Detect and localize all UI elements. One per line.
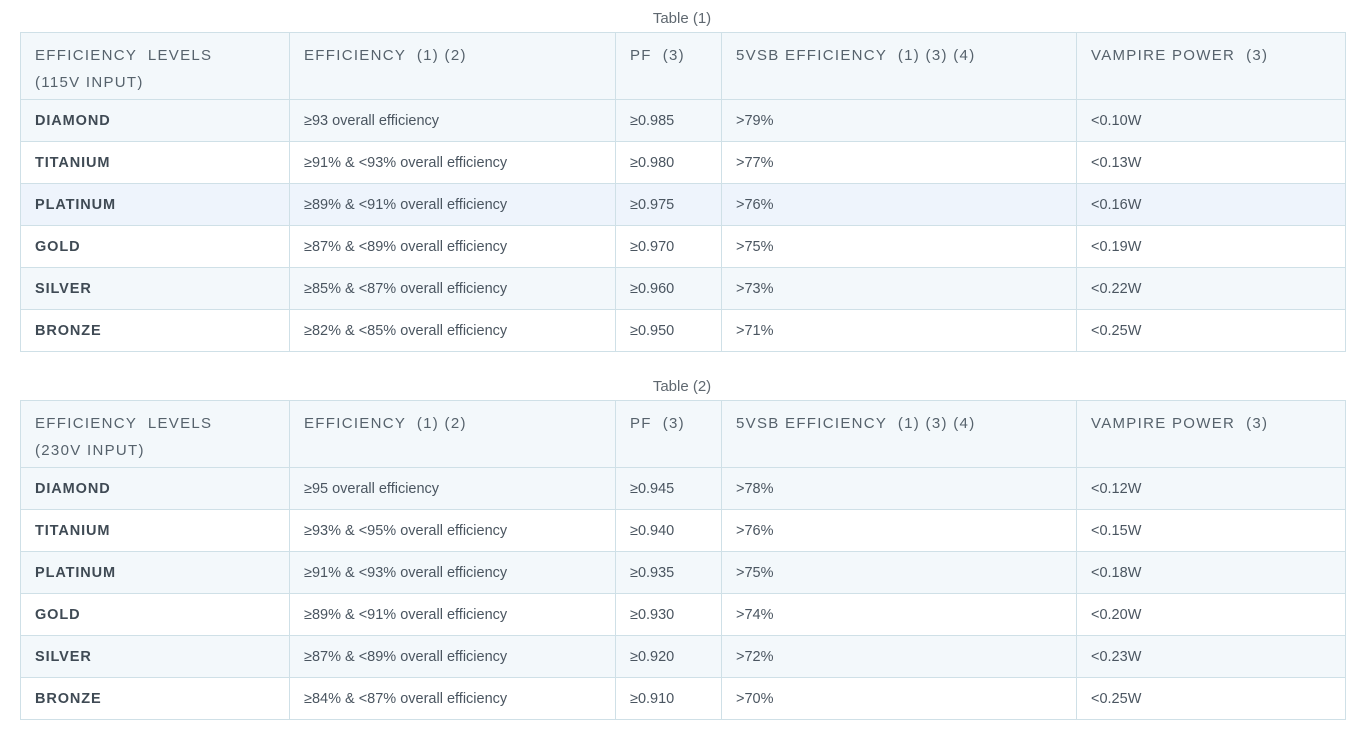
- efficiency-table-230v: EFFICIENCY LEVELS (230V INPUT) EFFICIENCY…: [20, 400, 1346, 720]
- header-efficiency: EFFICIENCY (1) (2): [289, 400, 616, 468]
- header-pf: PF (3): [615, 400, 722, 468]
- cell-vampire: <0.20W: [1076, 593, 1346, 636]
- cell-pf: ≥0.930: [615, 593, 722, 636]
- cell-5vsb: >76%: [721, 509, 1077, 552]
- header-efficiency-levels: EFFICIENCY LEVELS (230V INPUT): [20, 400, 290, 468]
- cell-level: GOLD: [20, 593, 290, 636]
- cell-level: GOLD: [20, 225, 290, 268]
- table-row: DIAMOND ≥95 overall efficiency ≥0.945 >7…: [20, 467, 1346, 510]
- header-vampire-power: VAMPIRE POWER (3): [1076, 400, 1346, 468]
- cell-vampire: <0.25W: [1076, 309, 1346, 352]
- table-row-hovered: PLATINUM ≥89% & <91% overall efficiency …: [20, 183, 1346, 226]
- header-efficiency: EFFICIENCY (1) (2): [289, 32, 616, 100]
- cell-5vsb: >72%: [721, 635, 1077, 678]
- cell-vampire: <0.23W: [1076, 635, 1346, 678]
- cell-vampire: <0.18W: [1076, 551, 1346, 594]
- cell-pf: ≥0.960: [615, 267, 722, 310]
- table-row: TITANIUM ≥93% & <95% overall efficiency …: [20, 509, 1346, 552]
- table-1-caption: Table (1): [652, 10, 712, 27]
- cell-level: TITANIUM: [20, 141, 290, 184]
- cell-efficiency: ≥85% & <87% overall efficiency: [289, 267, 616, 310]
- cell-level: BRONZE: [20, 677, 290, 720]
- cell-vampire: <0.25W: [1076, 677, 1346, 720]
- table-row: GOLD ≥89% & <91% overall efficiency ≥0.9…: [20, 593, 1346, 636]
- table-row: DIAMOND ≥93 overall efficiency ≥0.985 >7…: [20, 99, 1346, 142]
- cell-vampire: <0.12W: [1076, 467, 1346, 510]
- table-row: SILVER ≥85% & <87% overall efficiency ≥0…: [20, 267, 1346, 310]
- cell-5vsb: >74%: [721, 593, 1077, 636]
- cell-efficiency: ≥95 overall efficiency: [289, 467, 616, 510]
- header-pf: PF (3): [615, 32, 722, 100]
- cell-pf: ≥0.945: [615, 467, 722, 510]
- cell-5vsb: >71%: [721, 309, 1077, 352]
- cell-efficiency: ≥84% & <87% overall efficiency: [289, 677, 616, 720]
- cell-pf: ≥0.970: [615, 225, 722, 268]
- table-header-row: EFFICIENCY LEVELS (115V INPUT) EFFICIENCY…: [20, 32, 1346, 100]
- cell-5vsb: >75%: [721, 551, 1077, 594]
- cell-pf: ≥0.910: [615, 677, 722, 720]
- cell-vampire: <0.15W: [1076, 509, 1346, 552]
- table-row: PLATINUM ≥91% & <93% overall efficiency …: [20, 551, 1346, 594]
- cell-level: BRONZE: [20, 309, 290, 352]
- table-row: SILVER ≥87% & <89% overall efficiency ≥0…: [20, 635, 1346, 678]
- cell-efficiency: ≥91% & <93% overall efficiency: [289, 141, 616, 184]
- cell-efficiency: ≥93% & <95% overall efficiency: [289, 509, 616, 552]
- cell-pf: ≥0.940: [615, 509, 722, 552]
- cell-level: TITANIUM: [20, 509, 290, 552]
- cell-5vsb: >73%: [721, 267, 1077, 310]
- cell-level: DIAMOND: [20, 467, 290, 510]
- cell-vampire: <0.10W: [1076, 99, 1346, 142]
- cell-level: PLATINUM: [20, 551, 290, 594]
- cell-5vsb: >79%: [721, 99, 1077, 142]
- cell-5vsb: >76%: [721, 183, 1077, 226]
- cell-efficiency: ≥87% & <89% overall efficiency: [289, 225, 616, 268]
- cell-efficiency: ≥89% & <91% overall efficiency: [289, 183, 616, 226]
- cell-vampire: <0.22W: [1076, 267, 1346, 310]
- cell-level: SILVER: [20, 635, 290, 678]
- table-header-row: EFFICIENCY LEVELS (230V INPUT) EFFICIENCY…: [20, 400, 1346, 468]
- cell-pf: ≥0.975: [615, 183, 722, 226]
- cell-level: PLATINUM: [20, 183, 290, 226]
- cell-level: SILVER: [20, 267, 290, 310]
- header-efficiency-levels: EFFICIENCY LEVELS (115V INPUT): [20, 32, 290, 100]
- cell-efficiency: ≥87% & <89% overall efficiency: [289, 635, 616, 678]
- page: Table (1) EFFICIENCY LEVELS (115V INPUT) …: [0, 6, 1364, 720]
- cell-5vsb: >78%: [721, 467, 1077, 510]
- cell-5vsb: >70%: [721, 677, 1077, 720]
- cell-pf: ≥0.920: [615, 635, 722, 678]
- cell-pf: ≥0.980: [615, 141, 722, 184]
- cell-vampire: <0.19W: [1076, 225, 1346, 268]
- table-row: TITANIUM ≥91% & <93% overall efficiency …: [20, 141, 1346, 184]
- cell-pf: ≥0.985: [615, 99, 722, 142]
- table-row: BRONZE ≥84% & <87% overall efficiency ≥0…: [20, 677, 1346, 720]
- table-2-caption: Table (2): [652, 378, 712, 395]
- cell-pf: ≥0.950: [615, 309, 722, 352]
- cell-efficiency: ≥89% & <91% overall efficiency: [289, 593, 616, 636]
- cell-5vsb: >77%: [721, 141, 1077, 184]
- cell-efficiency: ≥93 overall efficiency: [289, 99, 616, 142]
- cell-vampire: <0.13W: [1076, 141, 1346, 184]
- header-5vsb-efficiency: 5VSB EFFICIENCY (1) (3) (4): [721, 400, 1077, 468]
- header-5vsb-efficiency: 5VSB EFFICIENCY (1) (3) (4): [721, 32, 1077, 100]
- header-vampire-power: VAMPIRE POWER (3): [1076, 32, 1346, 100]
- cell-level: DIAMOND: [20, 99, 290, 142]
- cell-efficiency: ≥82% & <85% overall efficiency: [289, 309, 616, 352]
- cell-5vsb: >75%: [721, 225, 1077, 268]
- cell-efficiency: ≥91% & <93% overall efficiency: [289, 551, 616, 594]
- efficiency-table-115v: EFFICIENCY LEVELS (115V INPUT) EFFICIENCY…: [20, 32, 1346, 352]
- cell-vampire: <0.16W: [1076, 183, 1346, 226]
- cell-pf: ≥0.935: [615, 551, 722, 594]
- table-row: GOLD ≥87% & <89% overall efficiency ≥0.9…: [20, 225, 1346, 268]
- table-row: BRONZE ≥82% & <85% overall efficiency ≥0…: [20, 309, 1346, 352]
